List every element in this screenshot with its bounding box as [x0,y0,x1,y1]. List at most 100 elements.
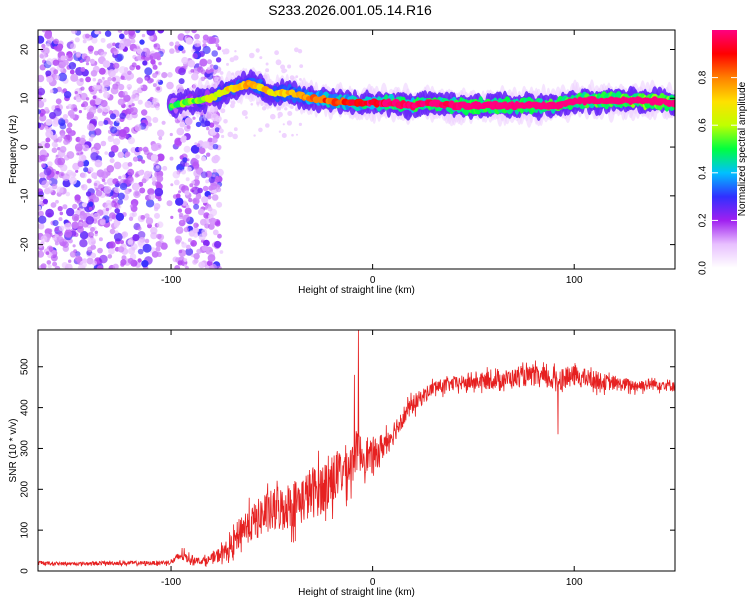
noise-blob [215,57,222,63]
noise-blob [234,50,237,53]
noise-blob [81,172,87,179]
noise-blob [117,151,125,158]
noise-blob [79,231,89,240]
noise-blob [200,76,206,82]
noise-blob [44,31,52,39]
noise-blob [215,43,220,48]
noise-blob [113,138,121,146]
noise-blob [117,98,125,106]
noise-blob [178,219,186,227]
noise-blob [181,56,189,65]
noise-blob [208,36,217,44]
y-axis-label: SNR (10 * v/v) [8,419,19,483]
noise-blob [109,228,116,235]
noise-blob [175,197,184,206]
noise-blob [82,144,90,152]
noise-blob [92,245,97,250]
noise-blob [172,170,181,179]
noise-blob [38,74,45,83]
noise-blob [96,265,104,269]
noise-blob [108,135,112,140]
noise-blob [54,227,59,232]
noise-blob [131,203,137,209]
noise-blob [54,74,60,81]
noise-blob [194,142,198,146]
noise-blob [106,43,113,49]
noise-blob [184,117,193,126]
noise-blob [207,137,213,143]
noise-blob [94,159,103,168]
noise-blob [180,169,187,175]
noise-blob [72,172,77,177]
noise-blob [156,153,165,162]
noise-blob [100,37,106,43]
noise-blob [67,122,73,128]
noise-blob [253,134,256,137]
noise-blob [126,84,132,90]
noise-blob [118,175,122,180]
noise-blob [40,235,48,243]
noise-blob [52,59,60,66]
noise-blob [106,177,115,186]
noise-blob [120,240,124,245]
noise-blob [178,190,182,194]
noise-blob [156,221,164,228]
noise-blob [98,120,104,127]
noise-blob [121,255,127,261]
colorbar-label: Normalized spectral amplitude [737,81,748,216]
noise-blob [109,113,117,120]
noise-blob [56,186,64,194]
noise-blob [177,208,183,213]
noise-blob [48,246,54,252]
noise-blob [47,228,53,234]
noise-blob [45,70,52,77]
noise-blob [140,55,146,60]
noise-blob [90,227,95,232]
noise-blob [102,60,111,68]
noise-blob [56,236,64,243]
noise-blob [216,187,222,193]
noise-blob [51,147,58,153]
colorbar-tick-label: 0.6 [698,118,709,132]
noise-blob [203,239,210,247]
noise-blob [185,204,190,209]
noise-blob [265,62,269,66]
noise-blob [135,65,141,70]
noise-blob [59,122,67,130]
noise-blob [86,257,94,265]
noise-blob [176,127,185,136]
noise-blob [137,248,144,255]
noise-blob [201,245,208,252]
noise-blob [211,194,219,201]
noise-blob [138,158,142,162]
noise-blob [132,234,140,242]
noise-blob [45,129,54,138]
noise-blob [178,212,184,218]
noise-blob [183,258,188,262]
noise-blob [298,122,302,126]
noise-blob [154,187,164,197]
noise-blob [58,217,63,222]
y-tick-label: 200 [20,481,31,498]
noise-blob [129,64,135,71]
noise-blob [127,162,133,167]
noise-blob [157,47,161,51]
noise-blob [192,226,199,234]
noise-blob [120,75,125,80]
noise-blob [88,237,96,246]
noise-blob [136,48,142,55]
noise-blob [200,171,208,179]
noise-blob [147,223,152,229]
noise-blob [128,31,136,40]
noise-blob [70,43,76,50]
noise-blob [52,219,59,227]
noise-blob [114,230,119,234]
noise-blob [123,94,131,103]
noise-blob [112,42,116,47]
noise-blob [110,145,119,153]
noise-blob [286,120,292,126]
noise-blob [38,122,42,129]
noise-blob [129,107,134,113]
noise-blob [80,92,88,101]
